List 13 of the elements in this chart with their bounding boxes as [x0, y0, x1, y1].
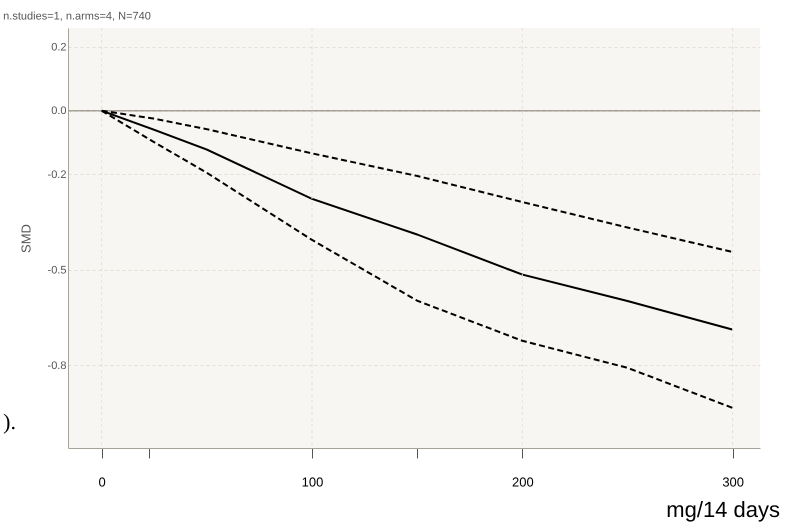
y-tick-label: -0.8: [48, 360, 66, 372]
y-axis-title: SMD: [18, 224, 34, 253]
chart-title: n.studies=1, n.arms=4, N=740: [3, 10, 151, 22]
y-tick-label: -0.5: [48, 264, 66, 276]
x-tick-label: 300: [722, 474, 744, 490]
x-axis-title: mg/14 days: [666, 497, 780, 522]
x-tick-label: 0: [98, 474, 106, 490]
y-tick-label: 0.2: [51, 42, 66, 54]
y-tick-label: 0.0: [51, 105, 66, 118]
x-tick-label: 100: [302, 474, 324, 490]
text: ).: [3, 409, 16, 434]
x-tick-label: 200: [512, 474, 534, 490]
y-tick-label: -0.2: [48, 168, 66, 181]
